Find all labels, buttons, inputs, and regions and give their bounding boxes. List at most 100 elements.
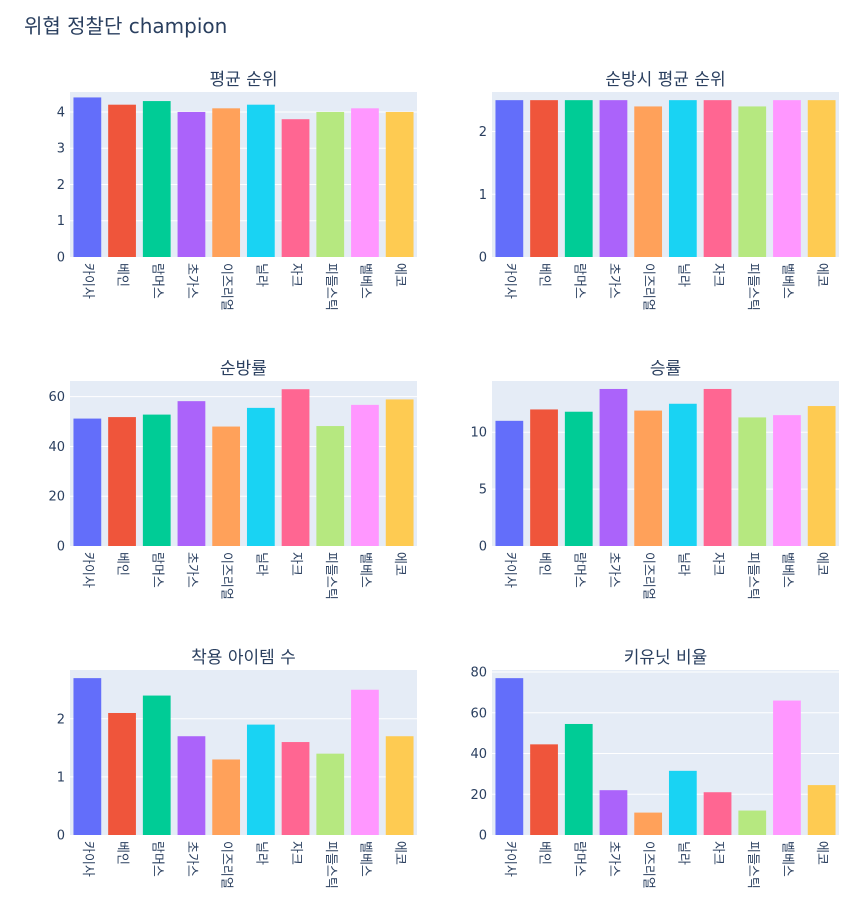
- bar: [495, 678, 524, 835]
- bar: [530, 744, 558, 835]
- bar: [142, 414, 171, 546]
- y-tick-label: 20: [48, 490, 65, 505]
- bar: [495, 100, 524, 258]
- bar: [807, 406, 836, 546]
- x-tick-label: 베인: [115, 841, 130, 865]
- bar: [564, 100, 593, 258]
- bar: [385, 736, 414, 835]
- x-tick-label: 에코: [392, 841, 407, 865]
- y-tick-label: 0: [57, 540, 65, 555]
- y-tick-label: 2: [57, 712, 65, 727]
- bar: [316, 753, 345, 835]
- bar: [564, 723, 593, 835]
- x-tick-label: 람머스: [571, 552, 586, 588]
- x-tick-label: 닐라: [675, 841, 690, 865]
- subplot-title: 착용 아이템 수: [191, 648, 296, 668]
- bar: [246, 104, 275, 257]
- x-tick-label: 이즈리얼: [219, 263, 234, 311]
- bar: [246, 407, 275, 546]
- bar: [564, 411, 593, 546]
- y-tick-label: 20: [470, 788, 487, 803]
- bar: [108, 417, 136, 546]
- x-tick-label: 벨베스: [779, 552, 794, 588]
- y-tick-label: 40: [48, 440, 65, 455]
- x-tick-label: 닐라: [675, 552, 690, 576]
- bar: [807, 100, 836, 258]
- x-tick-label: 자크: [710, 552, 725, 576]
- chart-panel: 0 5 10 카이사 베인 람머스 초가스 이즈리얼 닐라 자크 피들스틱 벨베스 에코 승률: [470, 359, 839, 600]
- x-tick-label: 카이사: [502, 263, 517, 299]
- x-tick-label: 람머스: [149, 552, 164, 588]
- x-tick-label: 벨베스: [357, 552, 372, 588]
- x-tick-label: 피들스틱: [745, 841, 760, 889]
- figure-title: 위협 정찰단 champion: [24, 14, 228, 38]
- y-tick-label: 0: [479, 540, 487, 555]
- subplot-title: 순방시 평균 순위: [605, 70, 725, 90]
- x-tick-label: 이즈리얼: [641, 552, 656, 600]
- bar: [281, 742, 310, 835]
- x-tick-label: 자크: [288, 841, 303, 865]
- bar: [599, 790, 628, 835]
- bar: [351, 108, 379, 257]
- bar: [773, 700, 801, 835]
- x-tick-label: 베인: [115, 552, 130, 576]
- subplot-title: 순방률: [220, 359, 267, 379]
- y-tick-label: 60: [48, 390, 65, 405]
- x-tick-label: 에코: [392, 263, 407, 287]
- bar: [599, 388, 628, 546]
- x-tick-label: 닐라: [253, 263, 268, 287]
- x-tick-label: 벨베스: [357, 841, 372, 877]
- x-tick-label: 초가스: [184, 841, 199, 877]
- bar: [281, 119, 310, 257]
- x-tick-label: 이즈리얼: [219, 552, 234, 600]
- bar: [246, 724, 275, 835]
- x-tick-label: 자크: [710, 263, 725, 287]
- y-tick-label: 0: [479, 829, 487, 844]
- y-tick-label: 4: [57, 105, 65, 120]
- x-tick-label: 피들스틱: [323, 552, 338, 600]
- x-tick-label: 람머스: [149, 263, 164, 299]
- chart-panel: 0 1 2 카이사 베인 람머스 초가스 이즈리얼 닐라 자크 피들스틱 벨베스 에코 착용 아이템 수: [57, 648, 417, 889]
- x-tick-label: 이즈리얼: [641, 263, 656, 311]
- chart-panel: 0 20 40 60 80 카이사 베인 람머스 초가스 이즈리얼 닐라 자크 피들스틱 벨베스 에코 키유닛…: [470, 648, 839, 889]
- y-tick-label: 80: [470, 666, 487, 681]
- x-tick-label: 람머스: [571, 263, 586, 299]
- bar: [495, 420, 524, 546]
- x-tick-label: 카이사: [502, 841, 517, 877]
- bar: [108, 104, 136, 257]
- y-tick-label: 3: [57, 142, 65, 157]
- y-tick-label: 1: [57, 770, 65, 785]
- bar: [668, 403, 697, 546]
- bar: [385, 399, 414, 546]
- bar: [142, 101, 171, 257]
- y-tick-label: 2: [479, 125, 487, 140]
- bar: [773, 415, 801, 546]
- x-tick-label: 벨베스: [357, 263, 372, 299]
- bar: [807, 785, 836, 835]
- x-tick-label: 피들스틱: [745, 263, 760, 311]
- bar: [530, 409, 558, 546]
- y-tick-label: 0: [479, 251, 487, 266]
- x-tick-label: 초가스: [184, 552, 199, 588]
- x-tick-label: 카이사: [502, 552, 517, 588]
- x-tick-label: 베인: [537, 263, 552, 287]
- bar: [634, 812, 663, 835]
- x-tick-label: 베인: [537, 552, 552, 576]
- x-tick-label: 람머스: [149, 841, 164, 877]
- x-tick-label: 자크: [288, 263, 303, 287]
- x-tick-label: 피들스틱: [323, 841, 338, 889]
- x-tick-label: 초가스: [606, 552, 621, 588]
- y-tick-label: 0: [57, 251, 65, 266]
- bar: [73, 97, 102, 257]
- x-tick-label: 피들스틱: [745, 552, 760, 600]
- chart-panel: 0 1 2 카이사 베인 람머스 초가스 이즈리얼 닐라 자크 피들스틱 벨베스 에코 순방시 평균 순위: [479, 70, 839, 311]
- y-tick-label: 60: [470, 706, 487, 721]
- x-tick-label: 초가스: [184, 263, 199, 299]
- bar: [316, 111, 345, 257]
- bar: [212, 759, 241, 835]
- x-tick-label: 에코: [814, 841, 829, 865]
- y-tick-label: 10: [470, 426, 487, 441]
- bar: [738, 106, 767, 257]
- bar: [634, 410, 663, 546]
